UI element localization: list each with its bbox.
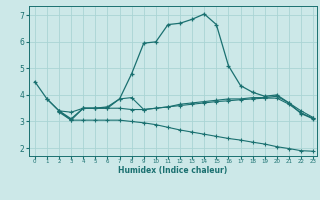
X-axis label: Humidex (Indice chaleur): Humidex (Indice chaleur)	[118, 166, 228, 175]
